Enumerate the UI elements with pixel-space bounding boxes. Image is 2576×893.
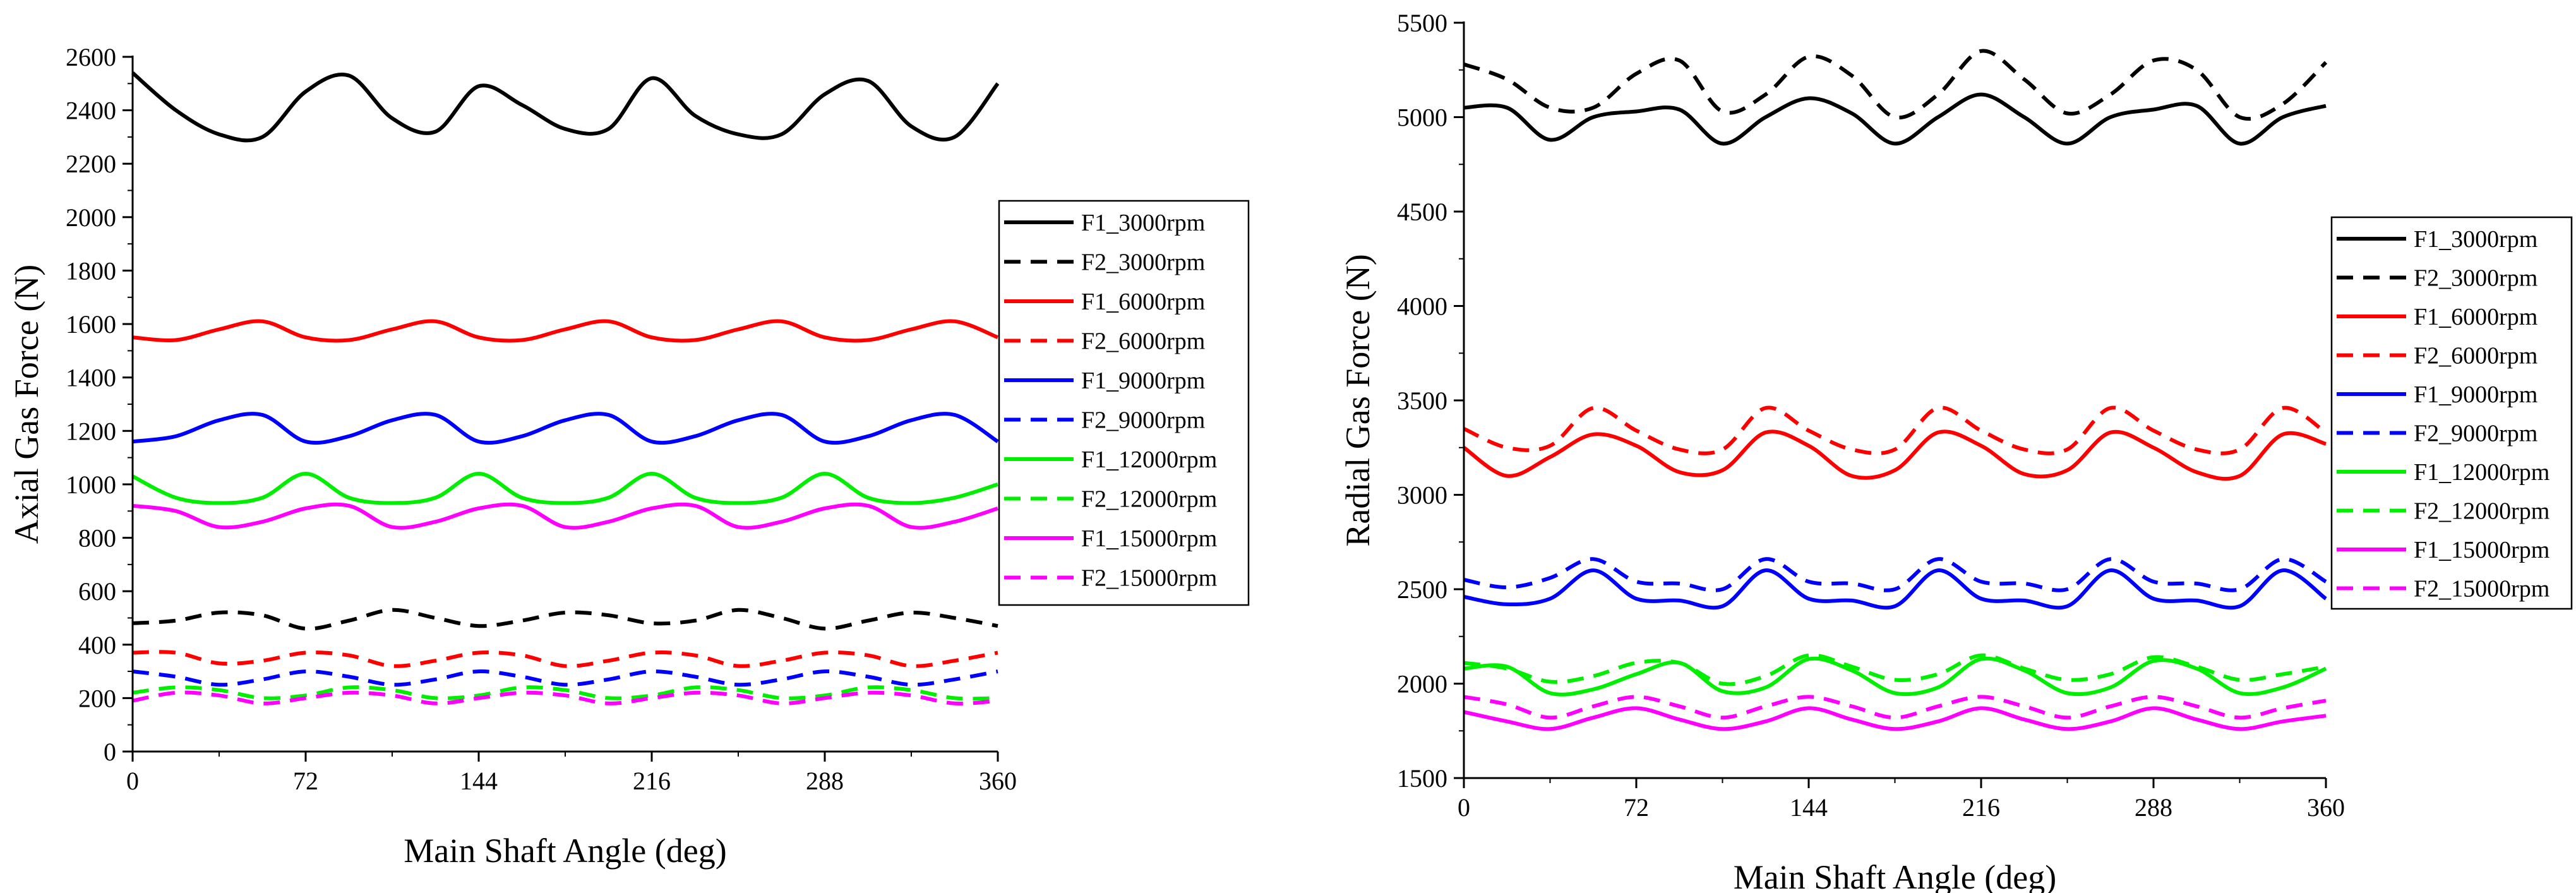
y-tick-label: 1400 xyxy=(66,364,116,392)
y-tick-label: 4500 xyxy=(1397,198,1447,226)
legend-label-F1_15000rpm: F1_15000rpm xyxy=(1081,525,1217,552)
y-tick-label: 3000 xyxy=(1397,481,1447,510)
legend-label-F2_9000rpm: F2_9000rpm xyxy=(1081,407,1205,434)
legend-label-F2_12000rpm: F2_12000rpm xyxy=(1081,486,1217,513)
y-tick-label: 1000 xyxy=(66,470,116,499)
y-tick-label: 1200 xyxy=(66,417,116,445)
series-line-F1_6000rpm xyxy=(132,319,999,343)
series-line-F2_6000rpm xyxy=(1463,405,2327,455)
legend-label-F2_9000rpm: F2_9000rpm xyxy=(2414,421,2537,447)
x-ticks: 0 72 144 216 288 360 xyxy=(1458,778,2345,822)
y-tick-label: 1800 xyxy=(66,256,116,285)
series-line-F1_15000rpm xyxy=(132,502,998,530)
y-tick-label: 3500 xyxy=(1397,387,1447,415)
series-line-F2_3000rpm xyxy=(132,608,998,631)
x-tick-label: 360 xyxy=(979,767,1017,795)
x-tick-label: 0 xyxy=(1458,793,1470,822)
y-tick-label: 4000 xyxy=(1397,292,1447,321)
y-ticks: 1500 2000 2500 3000 3500 4000 4500 5000 5500 xyxy=(1397,9,1464,793)
series-lines xyxy=(131,71,1000,706)
axial-gas-force-chart: 0 200 400 600 800 1000 1200 1400 1600 1800 2000 220… xyxy=(8,43,1250,870)
legend-label-F1_12000rpm: F1_12000rpm xyxy=(1081,446,1217,473)
y-tick-label: 600 xyxy=(78,577,116,606)
y-tick-label: 2500 xyxy=(1397,575,1447,604)
series-line-F2_12000rpm xyxy=(1463,653,2327,686)
legend-label-F1_9000rpm: F1_9000rpm xyxy=(2414,381,2537,408)
x-tick-label: 0 xyxy=(126,767,139,795)
series-line-F2_9000rpm xyxy=(1463,557,2327,592)
legend: F1_3000rpm F2_3000rpm F1_6000rpm F2_6000rpm… xyxy=(2330,216,2573,610)
legend-label-F2_6000rpm: F2_6000rpm xyxy=(2414,343,2537,369)
x-axis-title: Main Shaft Angle (deg) xyxy=(404,832,726,870)
y-axis-title: Axial Gas Force (N) xyxy=(8,265,45,544)
legend-label-F1_3000rpm: F1_3000rpm xyxy=(2414,226,2537,253)
y-tick-label: 2000 xyxy=(66,203,116,232)
y-tick-label: 5000 xyxy=(1397,104,1447,132)
y-tick-label: 200 xyxy=(78,684,116,712)
y-tick-label: 2400 xyxy=(66,97,116,125)
series-line-F1_12000rpm xyxy=(131,472,998,505)
y-tick-label: 1500 xyxy=(1397,764,1447,793)
legend-label-F1_9000rpm: F1_9000rpm xyxy=(1081,368,1205,394)
series-lines xyxy=(1463,49,2328,731)
series-line-F1_6000rpm xyxy=(1463,429,2327,481)
series-line-F1_9000rpm xyxy=(132,412,999,445)
y-tick-label: 400 xyxy=(78,631,116,659)
legend: F1_3000rpm F2_3000rpm F1_6000rpm F2_6000rpm… xyxy=(998,200,1250,606)
x-tick-label: 72 xyxy=(1624,793,1649,822)
y-axis-title: Radial Gas Force (N) xyxy=(1339,254,1377,546)
x-tick-label: 216 xyxy=(1962,793,2000,822)
legend-label-F1_12000rpm: F1_12000rpm xyxy=(2414,459,2549,486)
series-line-F2_12000rpm xyxy=(132,685,998,701)
legend-box xyxy=(2330,216,2573,610)
legend-label-F1_6000rpm: F1_6000rpm xyxy=(1081,289,1205,315)
series-line-F1_9000rpm xyxy=(1463,568,2327,610)
series-line-F1_12000rpm xyxy=(1463,656,2327,697)
y-tick-label: 2000 xyxy=(1397,670,1447,698)
x-tick-label: 72 xyxy=(293,767,318,795)
legend-label-F2_15000rpm: F2_15000rpm xyxy=(2414,576,2549,602)
series-line-F1_3000rpm xyxy=(1463,92,2327,146)
radial-gas-force-chart: 1500 2000 2500 3000 3500 4000 4500 5000 5500 0 72 1… xyxy=(1339,9,2573,893)
series-line-F2_15000rpm xyxy=(1463,695,2327,720)
x-tick-label: 144 xyxy=(460,767,498,795)
x-tick-label: 288 xyxy=(2135,793,2172,822)
legend-label-F1_15000rpm: F1_15000rpm xyxy=(2414,537,2549,563)
y-tick-label: 800 xyxy=(78,524,116,553)
y-tick-label: 1600 xyxy=(66,310,116,339)
legend-label-F2_3000rpm: F2_3000rpm xyxy=(2414,265,2537,292)
y-tick-label: 2200 xyxy=(66,150,116,178)
x-tick-label: 288 xyxy=(806,767,844,795)
legend-label-F1_3000rpm: F1_3000rpm xyxy=(1081,210,1205,236)
series-line-F2_6000rpm xyxy=(132,650,998,668)
y-tick-label: 0 xyxy=(104,738,116,766)
legend-label-F2_6000rpm: F2_6000rpm xyxy=(1081,328,1205,355)
legend-label-F1_6000rpm: F1_6000rpm xyxy=(2414,304,2537,330)
x-axis-title: Main Shaft Angle (deg) xyxy=(1734,858,2056,893)
x-tick-label: 216 xyxy=(633,767,671,795)
series-line-F1_3000rpm xyxy=(131,71,1000,143)
x-tick-label: 144 xyxy=(1790,793,1828,822)
y-tick-label: 5500 xyxy=(1397,9,1447,37)
legend-label-F2_12000rpm: F2_12000rpm xyxy=(2414,498,2549,525)
series-line-F2_9000rpm xyxy=(132,669,998,687)
series-line-F2_15000rpm xyxy=(132,690,998,706)
x-ticks: 0 72 144 216 288 360 xyxy=(126,752,1017,795)
series-line-F2_3000rpm xyxy=(1463,49,2328,121)
legend-label-F2_15000rpm: F2_15000rpm xyxy=(1081,565,1217,592)
legend-label-F2_3000rpm: F2_3000rpm xyxy=(1081,249,1205,276)
y-ticks: 0 200 400 600 800 1000 1200 1400 1600 1800 2000 220… xyxy=(66,43,133,766)
x-tick-label: 360 xyxy=(2307,793,2345,822)
series-line-F1_15000rpm xyxy=(1463,706,2327,731)
y-tick-label: 2600 xyxy=(66,43,116,71)
